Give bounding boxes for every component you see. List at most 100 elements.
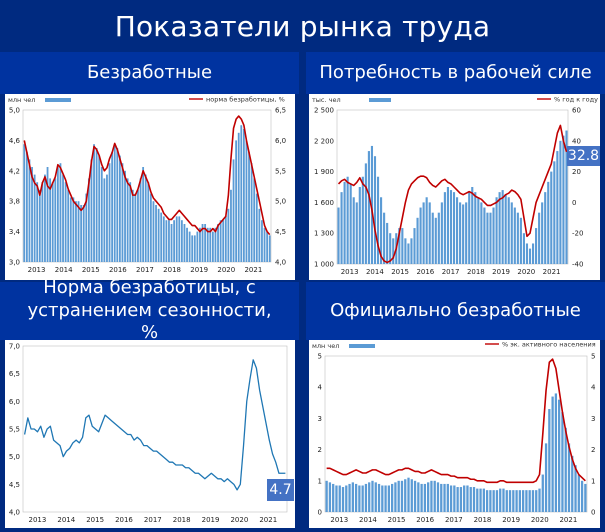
x-tick-label: 2017: [445, 516, 463, 524]
bar: [474, 192, 477, 264]
x-tick-label: 2021: [559, 516, 577, 524]
bar: [180, 220, 183, 262]
x-tick-label: 2014: [366, 268, 384, 276]
legend-bar-swatch: [349, 344, 375, 348]
bar: [564, 427, 567, 512]
y-tick-label: 1 900: [314, 168, 334, 176]
y-tick-label: 5,0: [9, 107, 20, 115]
bar: [358, 187, 361, 264]
y2-tick-label: 1: [591, 477, 595, 485]
bar: [541, 474, 544, 512]
y-tick-label: 5,5: [9, 426, 20, 434]
y2-tick-label: 5,0: [275, 198, 286, 206]
bar: [266, 231, 269, 262]
bar: [502, 488, 505, 512]
bar: [437, 212, 440, 264]
bar: [401, 228, 404, 264]
plot-frame: [22, 345, 288, 513]
plot-frame: [324, 355, 588, 513]
chart-unemployed: 3,0 3,4 3,8 4,2 4,6 5,0 4,0 4,5 5,0 5,5 6,0 6,5 2013…: [5, 94, 295, 280]
bar: [477, 197, 480, 264]
y-tick-label: 4,6: [9, 137, 21, 145]
bar: [69, 197, 72, 262]
bar: [531, 243, 535, 264]
bar: [501, 190, 504, 264]
bar: [400, 480, 404, 512]
bar: [476, 488, 479, 512]
bar: [263, 227, 266, 262]
y-tick-label: 5: [318, 353, 322, 361]
y-axis-unit-label: млн чел: [312, 342, 339, 350]
bar: [547, 181, 550, 264]
y-tick-label: 4,0: [9, 509, 20, 517]
y-tick-label: 1 000: [314, 261, 334, 269]
bar: [338, 485, 341, 512]
bar: [242, 129, 245, 262]
bar: [361, 176, 364, 264]
bar: [232, 159, 235, 262]
bar: [492, 207, 495, 264]
bar: [51, 182, 54, 262]
bar: [235, 140, 238, 262]
x-tick-label: 2016: [115, 516, 133, 524]
bar: [525, 490, 528, 512]
y-tick-label: 4,2: [9, 167, 20, 175]
bar: [364, 163, 367, 264]
x-tick-label: 2020: [230, 516, 248, 524]
bar: [535, 228, 538, 264]
plot-frame: [336, 109, 569, 265]
bar: [250, 163, 253, 262]
bar: [436, 482, 440, 512]
bar: [134, 193, 137, 262]
bar: [139, 178, 142, 262]
bar: [346, 176, 349, 264]
bar: [571, 455, 574, 512]
bar: [261, 220, 263, 262]
bar: [343, 181, 346, 264]
plot-frame: [22, 109, 272, 263]
bar: [427, 482, 430, 512]
bar: [446, 187, 450, 264]
x-tick-label: 2017: [136, 266, 154, 274]
bar: [550, 171, 553, 264]
bar: [453, 485, 456, 512]
bar: [126, 178, 129, 262]
bar: [222, 220, 225, 262]
bar: [433, 480, 436, 512]
bar: [580, 480, 584, 512]
bar: [398, 228, 401, 264]
bar: [381, 485, 384, 512]
bar: [416, 217, 419, 264]
y2-tick-label: 4,0: [275, 259, 286, 267]
bar: [459, 202, 462, 264]
bar: [214, 227, 217, 262]
x-tick-label: 2018: [173, 516, 191, 524]
series-line: [23, 115, 271, 236]
bar: [528, 248, 532, 264]
bar: [361, 485, 364, 512]
bar: [554, 393, 558, 512]
bar: [46, 167, 49, 262]
bar: [206, 227, 209, 262]
bar: [390, 483, 394, 512]
bar: [31, 167, 33, 262]
bar: [376, 176, 380, 264]
bar: [558, 399, 561, 512]
bar: [561, 412, 564, 512]
bar: [544, 443, 548, 512]
bar: [168, 220, 170, 262]
bar: [419, 207, 422, 264]
bar: [371, 480, 374, 512]
bar: [489, 212, 492, 264]
bar: [129, 182, 132, 262]
bar: [535, 490, 538, 512]
bar: [191, 235, 194, 262]
x-tick-label: 2018: [467, 268, 485, 276]
x-tick-label: 2014: [57, 516, 75, 524]
bar: [519, 217, 522, 264]
dashboard-title: Показатели рынка труда: [0, 0, 605, 52]
bar: [173, 220, 176, 262]
bar: [160, 212, 163, 262]
legend-line-label: % эк. активного населения: [502, 340, 596, 348]
y-tick-label: 7,0: [9, 343, 20, 351]
